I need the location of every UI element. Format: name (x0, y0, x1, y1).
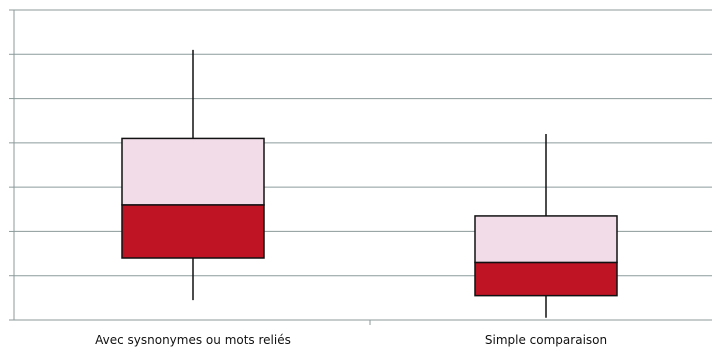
category-label-1: Avec sysnonymes ou mots reliés (95, 333, 291, 347)
box-2 (474, 134, 618, 318)
box-upper-segment-2 (474, 215, 618, 264)
box-lower-segment-2 (474, 261, 618, 297)
box-lower-segment-1 (121, 204, 265, 259)
y-axis-ticks (9, 9, 371, 325)
category-label-2: Simple comparaison (485, 333, 607, 347)
box-upper-segment-1 (121, 137, 265, 206)
boxes (121, 49, 618, 318)
axes (13, 10, 712, 321)
category-labels: Avec sysnonymes ou mots reliés Simple com… (95, 333, 607, 347)
box-1 (121, 49, 265, 301)
